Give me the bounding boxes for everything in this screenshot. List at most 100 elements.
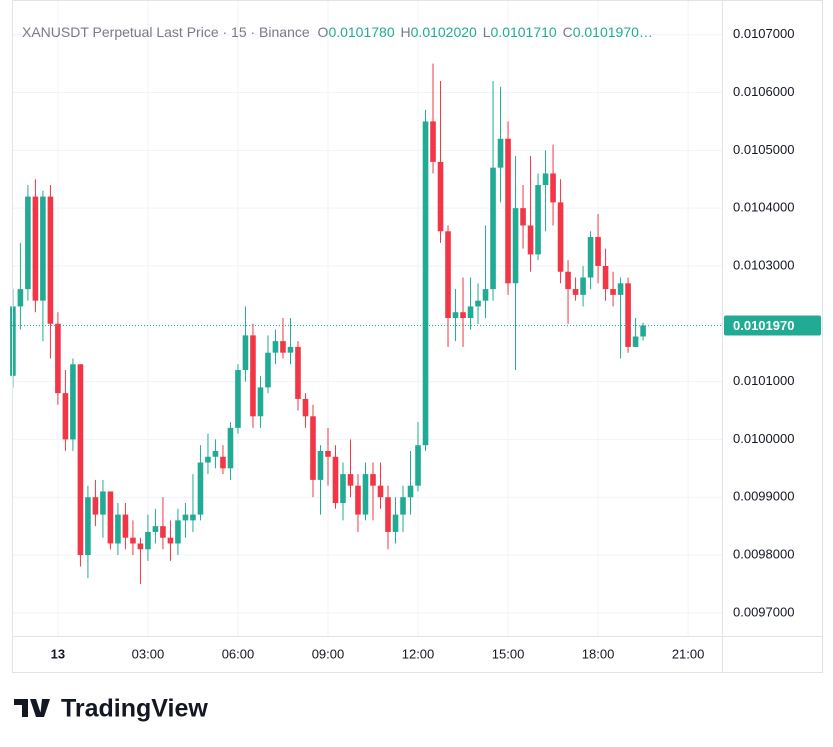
candle-body bbox=[280, 341, 286, 353]
y-tick-label: 0.0098000 bbox=[733, 546, 794, 561]
candle-body bbox=[415, 445, 421, 486]
candle-body bbox=[460, 312, 466, 318]
chart-frame bbox=[12, 0, 823, 673]
candle-body bbox=[85, 497, 91, 556]
candle-body bbox=[122, 514, 129, 538]
candle-body bbox=[332, 456, 339, 504]
candle-body bbox=[272, 341, 279, 353]
candle-body bbox=[385, 497, 391, 532]
symbol: XANUSDT Perpetual Last Price · 15 · Bina… bbox=[22, 24, 310, 40]
y-tick-label: 0.0099000 bbox=[733, 489, 794, 504]
ohlc-key: L bbox=[483, 24, 491, 40]
last-price-label: 0.0101970 bbox=[733, 318, 794, 333]
ohlc-value: 0.0101970… bbox=[573, 24, 653, 40]
candle-body bbox=[640, 325, 646, 337]
ohlc-key: O bbox=[318, 24, 329, 40]
candle-body bbox=[565, 271, 571, 290]
x-tick-label: 13 bbox=[51, 646, 65, 661]
y-tick-label: 0.0105000 bbox=[733, 142, 794, 157]
candle-body bbox=[557, 202, 564, 272]
ohlc-key: C bbox=[563, 24, 573, 40]
candle-body bbox=[535, 185, 541, 255]
candle-body bbox=[475, 300, 481, 307]
candle-body bbox=[610, 289, 616, 295]
candle-body bbox=[580, 277, 586, 295]
candle-body bbox=[287, 346, 294, 353]
candle-body bbox=[212, 450, 219, 457]
x-tick-label: 03:00 bbox=[132, 646, 165, 661]
candle-body bbox=[62, 393, 69, 440]
candle-body bbox=[340, 474, 346, 504]
x-tick-label: 12:00 bbox=[402, 646, 435, 661]
logo-text: TradingView bbox=[61, 695, 208, 723]
candle-body bbox=[422, 121, 429, 446]
candle-body bbox=[137, 543, 144, 550]
candle-body bbox=[227, 427, 234, 469]
candle-body bbox=[190, 514, 196, 521]
candle-body bbox=[490, 167, 496, 290]
candle-body bbox=[205, 456, 211, 463]
candle-body bbox=[182, 514, 189, 521]
candle-body bbox=[617, 283, 624, 295]
ohlc-value: 0.0102020 bbox=[411, 24, 477, 40]
candle-body bbox=[265, 352, 271, 388]
candle-body bbox=[362, 474, 369, 515]
candle-body bbox=[602, 265, 609, 290]
candle-body bbox=[325, 450, 331, 457]
candle-body bbox=[520, 208, 526, 226]
candle-body bbox=[445, 231, 451, 318]
candle-body bbox=[430, 121, 436, 162]
candle-body bbox=[130, 537, 136, 544]
x-tick-label: 06:00 bbox=[222, 646, 255, 661]
candle-body bbox=[467, 306, 474, 318]
candle-body bbox=[452, 312, 459, 318]
candle-body bbox=[482, 289, 489, 301]
x-tick-label: 18:00 bbox=[582, 646, 615, 661]
candle-body bbox=[407, 485, 414, 498]
candle-body bbox=[392, 514, 399, 532]
candle-body bbox=[512, 208, 519, 284]
candle-body bbox=[40, 196, 46, 301]
candle-body bbox=[595, 237, 601, 266]
candle-body bbox=[242, 335, 249, 371]
candle-body bbox=[550, 173, 556, 203]
candle-body bbox=[527, 225, 534, 255]
logo-icon bbox=[14, 699, 50, 717]
y-tick-label: 0.0104000 bbox=[733, 200, 794, 215]
legend-header: XANUSDT Perpetual Last Price · 15 · Bina… bbox=[22, 24, 653, 40]
y-tick-label: 0.0100000 bbox=[733, 431, 794, 446]
candle-body bbox=[175, 520, 181, 544]
candle-body bbox=[377, 485, 384, 498]
candle-body bbox=[257, 387, 264, 417]
y-tick-label: 0.0107000 bbox=[733, 26, 794, 41]
candle-body bbox=[77, 364, 84, 556]
x-tick-label: 15:00 bbox=[492, 646, 525, 661]
candle-body bbox=[197, 462, 204, 515]
candle-body bbox=[47, 196, 54, 324]
candle-body bbox=[100, 491, 106, 515]
y-tick-label: 0.0103000 bbox=[733, 257, 794, 272]
candle-body bbox=[220, 456, 226, 469]
candle-body bbox=[632, 336, 639, 347]
y-tick-label: 0.0101000 bbox=[733, 373, 794, 388]
candle-body bbox=[400, 497, 406, 515]
candle-body bbox=[295, 346, 301, 399]
candles bbox=[10, 63, 646, 584]
candle-body bbox=[505, 138, 511, 284]
y-tick-label: 0.0097000 bbox=[733, 604, 794, 619]
candle-body bbox=[587, 237, 594, 278]
candle-body bbox=[152, 526, 159, 532]
candle-body bbox=[437, 161, 444, 232]
candle-body bbox=[317, 450, 324, 480]
candle-body bbox=[370, 474, 376, 486]
candle-body bbox=[107, 491, 114, 544]
candle-body bbox=[160, 526, 166, 538]
candle-body bbox=[92, 497, 99, 515]
candle-body bbox=[70, 364, 76, 440]
candle-body bbox=[167, 537, 174, 544]
candle-body bbox=[302, 398, 309, 417]
candle-body bbox=[115, 514, 121, 544]
ohlc-key: H bbox=[401, 24, 411, 40]
candle-body bbox=[572, 289, 579, 295]
